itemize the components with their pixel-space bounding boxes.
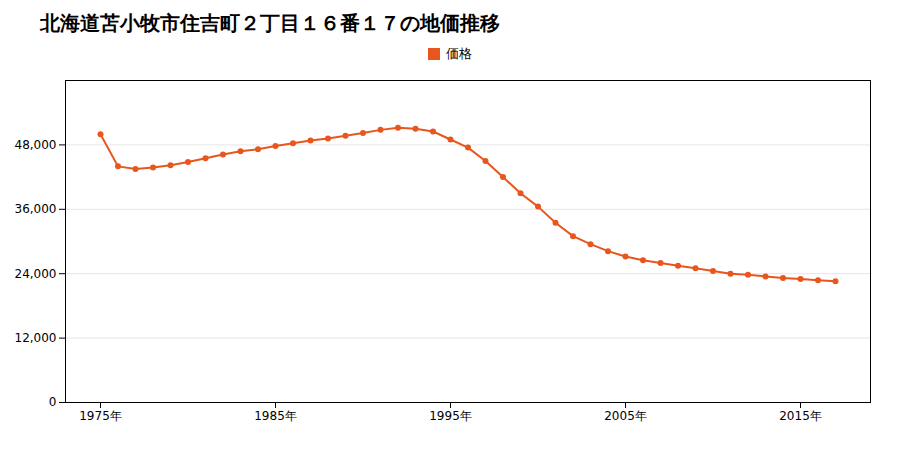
- svg-text:1975年: 1975年: [79, 409, 122, 423]
- html-text:北海道苫小牧市住吉町２丁目１６番１７の地価推移: 北海道苫小牧市住吉町２丁目１６番１７の地価推移: [40, 11, 500, 35]
- svg-text:0: 0: [49, 395, 57, 409]
- html-text:価格: 価格: [446, 46, 472, 61]
- svg-text:24,000: 24,000: [15, 267, 57, 281]
- svg-text:2015年: 2015年: [779, 409, 822, 423]
- svg-text:36,000: 36,000: [15, 202, 57, 216]
- svg-text:2005年: 2005年: [604, 409, 647, 423]
- svg-text:12,000: 12,000: [15, 331, 57, 345]
- svg-text:1985年: 1985年: [254, 409, 297, 423]
- svg-text:1995年: 1995年: [429, 409, 472, 423]
- svg-text:48,000: 48,000: [15, 138, 57, 152]
